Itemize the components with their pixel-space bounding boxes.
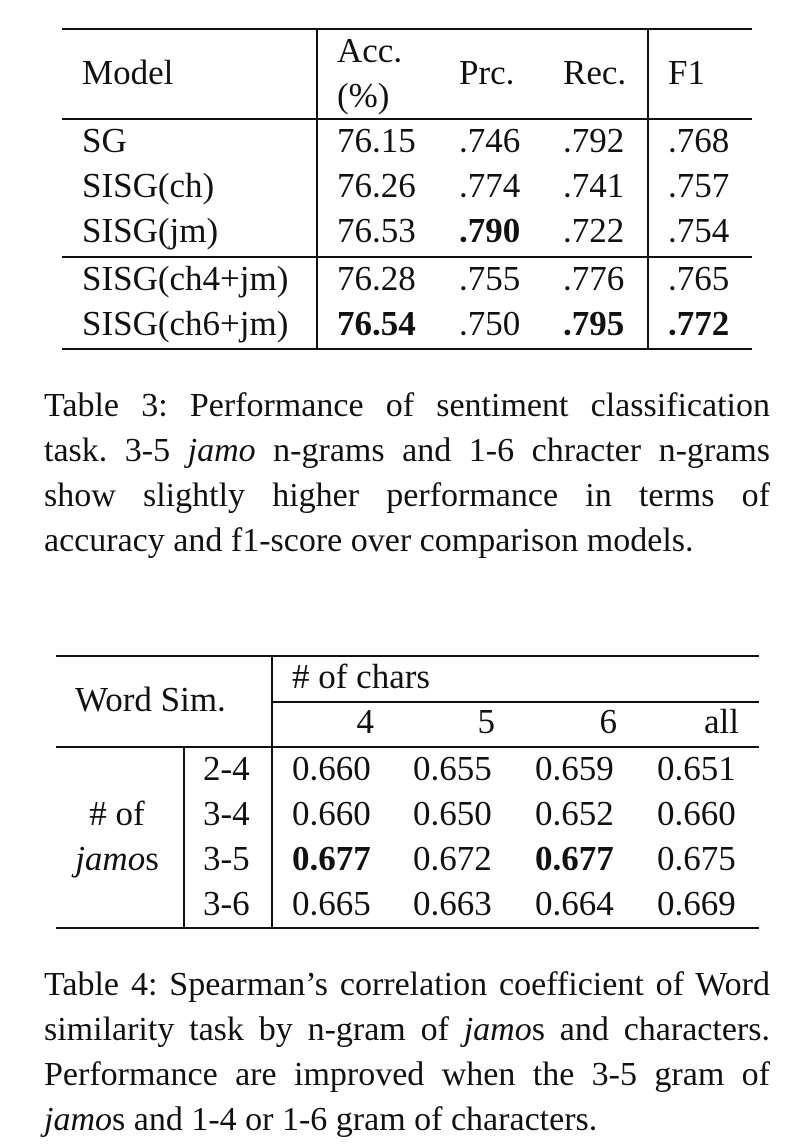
table4-top-rule bbox=[56, 655, 759, 657]
table3-top-rule bbox=[62, 28, 752, 30]
table4-value: 0.659 bbox=[535, 749, 614, 788]
table4-value: 0.650 bbox=[413, 794, 492, 833]
table3-acc: 76.15 bbox=[337, 121, 416, 160]
table3-prc: .750 bbox=[459, 304, 521, 343]
table4-range: 3-5 bbox=[203, 839, 250, 878]
table3-prc: .774 bbox=[459, 166, 521, 205]
table3-caption-italic: jamo bbox=[187, 432, 256, 469]
table4-caption-text: s and characters. Performance are improv… bbox=[44, 1011, 770, 1093]
table4-value: 0.665 bbox=[292, 884, 371, 923]
table4-value: 0.669 bbox=[657, 884, 736, 923]
table3-header-model: Model bbox=[82, 53, 174, 92]
table4-range: 2-4 bbox=[203, 749, 250, 788]
table4-value: 0.664 bbox=[535, 884, 614, 923]
table3-prc: .746 bbox=[459, 121, 521, 160]
table3-header-acc: Acc. bbox=[337, 31, 403, 70]
table3-header-rec: Rec. bbox=[563, 53, 627, 92]
table3-f1: .765 bbox=[668, 259, 730, 298]
table4-col-all: all bbox=[704, 702, 739, 741]
table3-rec: .722 bbox=[563, 211, 625, 250]
table4-value: 0.655 bbox=[413, 749, 492, 788]
table4-value: 0.677 bbox=[292, 839, 371, 878]
table4-jamo-label-suffix: s bbox=[145, 839, 159, 878]
table3-model: SG bbox=[82, 121, 127, 160]
table4-header-rule bbox=[56, 746, 759, 748]
table4-caption-italic: jamo bbox=[44, 1101, 112, 1138]
table3-group-rule bbox=[62, 256, 752, 258]
table3-rec: .795 bbox=[563, 304, 625, 343]
table4-col-5: 5 bbox=[477, 702, 496, 741]
table3-rec: .792 bbox=[563, 121, 625, 160]
table3-rec: .776 bbox=[563, 259, 625, 298]
table3-col-divider-1 bbox=[316, 28, 318, 350]
table3-header-acc-unit: (%) bbox=[337, 76, 390, 115]
table3-f1: .772 bbox=[668, 304, 730, 343]
table4-header-chars: # of chars bbox=[292, 657, 431, 696]
table3-bottom-rule bbox=[62, 348, 752, 350]
table4-caption-italic: jamo bbox=[463, 1011, 532, 1048]
table3-model: SISG(ch6+jm) bbox=[82, 304, 289, 343]
table4-caption-label: Table 4: bbox=[44, 966, 158, 1003]
table4-value: 0.672 bbox=[413, 839, 492, 878]
table4-range: 3-4 bbox=[203, 794, 250, 833]
table3-prc: .755 bbox=[459, 259, 521, 298]
table3-model: SISG(jm) bbox=[82, 211, 219, 250]
table4-chars-rule bbox=[272, 701, 759, 703]
table3-prc: .790 bbox=[459, 211, 521, 250]
table3-f1: .757 bbox=[668, 166, 730, 205]
table3-acc: 76.54 bbox=[337, 304, 416, 343]
table4-value: 0.677 bbox=[535, 839, 614, 878]
table4-caption-text: s and 1-4 or 1-6 gram of characters. bbox=[112, 1101, 598, 1138]
table4-value: 0.660 bbox=[657, 794, 736, 833]
table3-acc: 76.53 bbox=[337, 211, 416, 250]
table4-jamo-label-2: jamos bbox=[75, 839, 159, 879]
table4-header-word-sim: Word Sim. bbox=[75, 680, 226, 719]
table4-jamo-label: # of bbox=[89, 794, 145, 833]
table3-header-prc: Prc. bbox=[459, 53, 515, 92]
table3-model: SISG(ch4+jm) bbox=[82, 259, 289, 298]
table4-caption: Table 4: Spearman’s correlation coeffici… bbox=[44, 962, 770, 1142]
table3-acc: 76.28 bbox=[337, 259, 416, 298]
table3-header-rule bbox=[62, 118, 752, 120]
table3-model: SISG(ch) bbox=[82, 166, 215, 205]
table4-value: 0.660 bbox=[292, 794, 371, 833]
table4-value: 0.651 bbox=[657, 749, 736, 788]
table4-col-6: 6 bbox=[599, 702, 618, 741]
table3-caption-text: n-grams and 1-6 chracter n-grams show sl… bbox=[44, 432, 770, 559]
table3-f1: .768 bbox=[668, 121, 730, 160]
table4-jamo-label-italic: jamo bbox=[75, 839, 146, 878]
table4-value: 0.663 bbox=[413, 884, 492, 923]
table4-caption-text: Spearman’s correlation coefficient of Wo… bbox=[44, 966, 771, 1048]
table4-value: 0.652 bbox=[535, 794, 614, 833]
table4-value: 0.675 bbox=[657, 839, 736, 878]
table3-rec: .741 bbox=[563, 166, 625, 205]
table4-col-4: 4 bbox=[356, 702, 375, 741]
table3-caption: Table 3: Performance of sentiment classi… bbox=[44, 383, 770, 563]
table3-caption-text: Performance of sentiment classification … bbox=[44, 387, 770, 469]
table4-range: 3-6 bbox=[203, 884, 250, 923]
table4-value: 0.660 bbox=[292, 749, 371, 788]
table3-acc: 76.26 bbox=[337, 166, 416, 205]
table4-col-divider-range bbox=[183, 746, 185, 929]
table4-col-divider-main bbox=[271, 655, 273, 929]
table3-caption-label: Table 3: bbox=[44, 387, 168, 424]
table3-header-f1: F1 bbox=[668, 53, 705, 92]
table3-f1: .754 bbox=[668, 211, 730, 250]
table4-bottom-rule bbox=[56, 927, 759, 929]
table3-col-divider-2 bbox=[647, 28, 649, 350]
